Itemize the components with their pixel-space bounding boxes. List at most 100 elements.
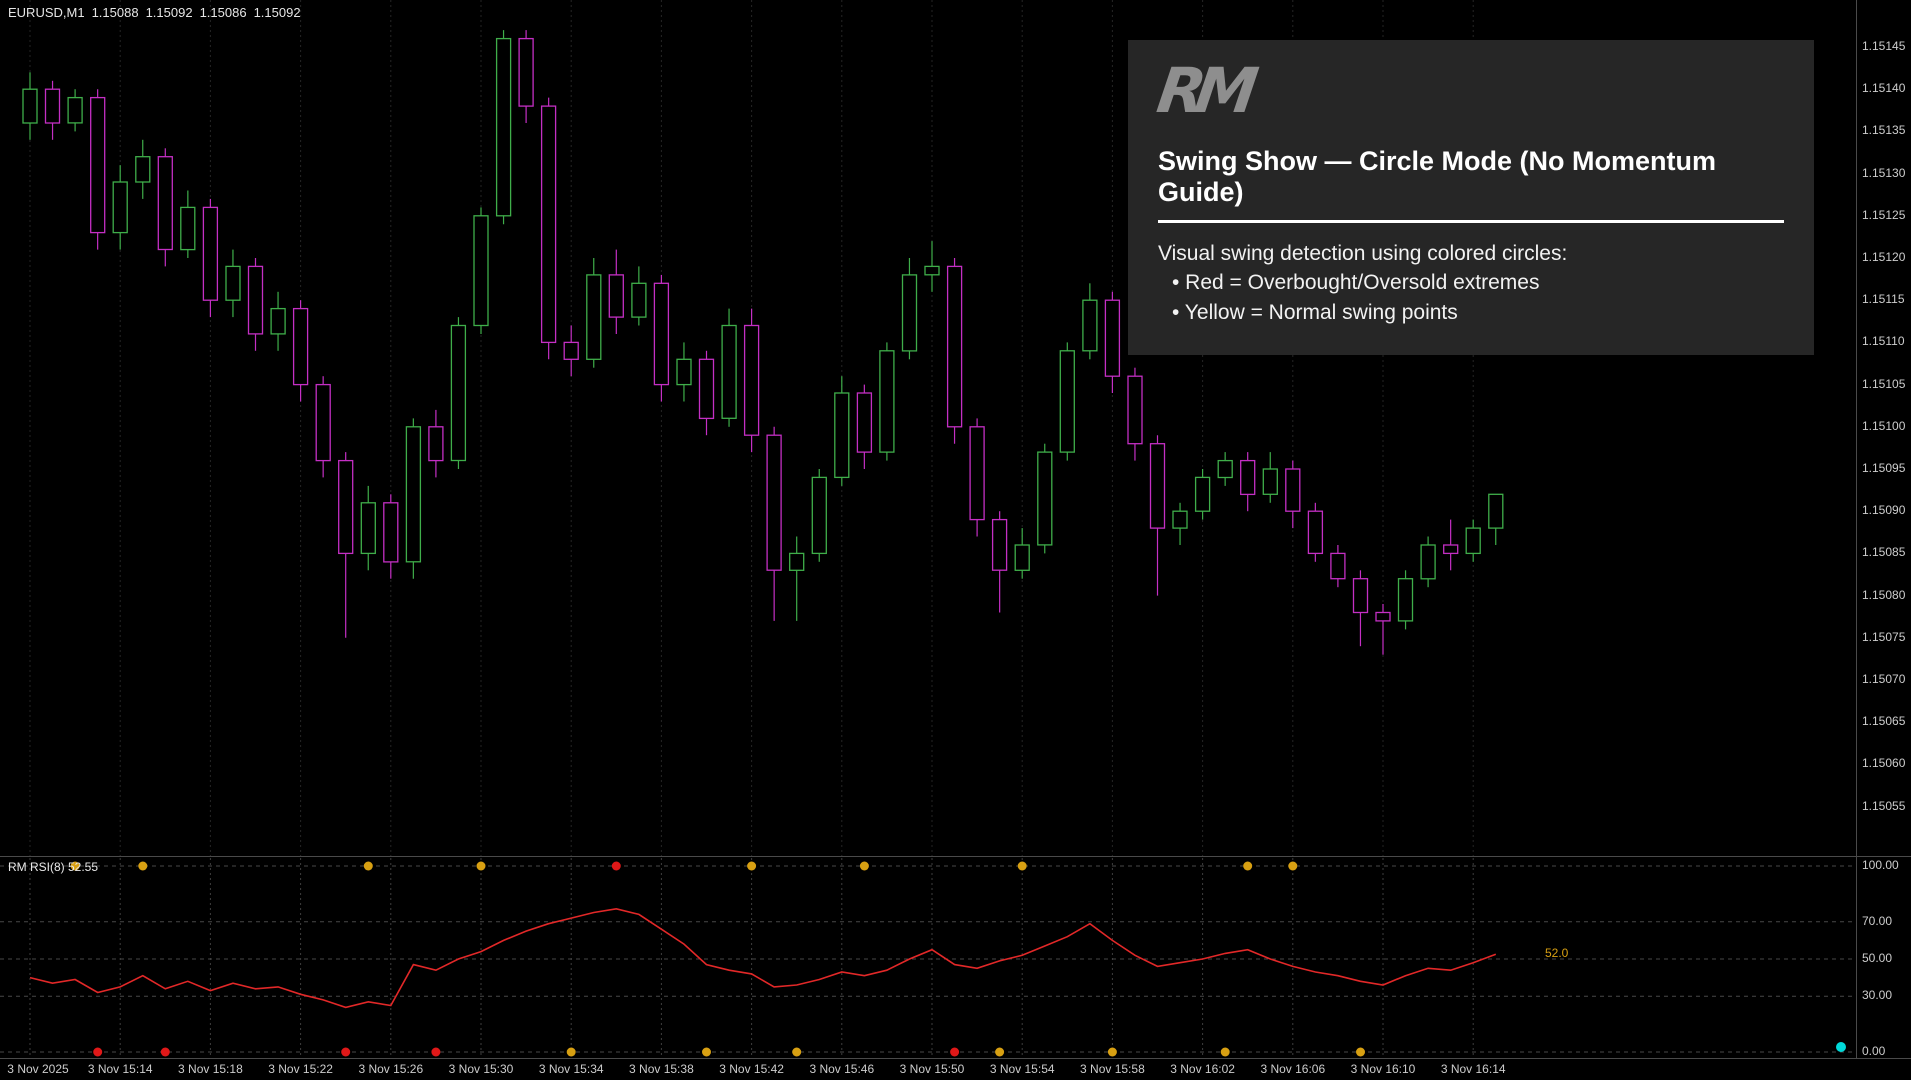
time-axis-label: 3 Nov 16:06 <box>1260 1062 1326 1076</box>
candle-body <box>1104 299 1121 377</box>
info-panel-body: Visual swing detection using colored cir… <box>1158 239 1784 327</box>
price-axis[interactable]: 1.15145 1.15140 1.15135 1.15130 1.15125 1.151… <box>1862 0 1910 1058</box>
swing-low-dot-red <box>431 1047 441 1057</box>
candle-body <box>90 96 106 234</box>
price-axis-label: 1.15055 <box>1862 798 1906 813</box>
candle-body <box>1488 493 1504 529</box>
candle-body <box>495 37 512 217</box>
price-axis-label: 1.15085 <box>1862 545 1906 560</box>
candle-body <box>1217 459 1233 479</box>
rsi-level-label: 70.00 <box>1862 913 1893 928</box>
rsi-level-label: 100.00 <box>1862 858 1899 872</box>
swing-high-dot-yellow <box>859 861 869 871</box>
price-axis-label: 1.15070 <box>1862 672 1906 686</box>
high-value: 1.15092 <box>145 5 193 20</box>
time-axis-label: 3 Nov 15:30 <box>448 1062 514 1076</box>
grid-layer <box>0 0 1856 1056</box>
price-axis-label: 1.15120 <box>1862 250 1906 264</box>
price-axis-label: 1.15075 <box>1862 629 1906 644</box>
symbol-period-label: EURUSD,M1 <box>8 5 85 20</box>
candle-body <box>1375 611 1391 622</box>
candle-body <box>112 181 128 234</box>
price-axis-label: 1.15060 <box>1862 756 1906 771</box>
candle-body <box>991 518 1008 571</box>
candle-body <box>1420 544 1436 580</box>
price-axis-label: 1.15125 <box>1862 207 1906 222</box>
time-axis-label: 3 Nov 15:14 <box>87 1062 153 1076</box>
swing-low-dot-red <box>341 1047 351 1057</box>
swing-high-dot-yellow <box>138 861 148 871</box>
swing-low-dot-yellow <box>1356 1047 1365 1057</box>
candle-body <box>631 282 647 318</box>
swing-high-dot-yellow <box>1017 861 1027 871</box>
candle-body <box>1149 443 1166 529</box>
candle-body <box>721 324 737 419</box>
candle-body <box>1465 527 1481 555</box>
price-axis-label: 1.15130 <box>1862 165 1906 180</box>
candle-body <box>1443 544 1459 555</box>
candle-body <box>1014 544 1030 571</box>
time-axis-label: 3 Nov 15:50 <box>899 1062 965 1076</box>
candle-body <box>67 96 83 124</box>
info-panel: RM Swing Show — Circle Mode (No Momentum… <box>1128 40 1814 356</box>
candle-body <box>743 324 760 436</box>
candle-body <box>676 358 692 386</box>
candle-body <box>586 274 602 360</box>
candles-layer <box>22 30 1504 655</box>
price-axis-label: 1.15115 <box>1862 292 1905 307</box>
candle-body <box>473 215 489 327</box>
rm-logo: RM <box>1152 54 1253 127</box>
candle-body <box>157 156 173 251</box>
candle-body <box>1172 510 1188 529</box>
time-axis-label: 3 Nov 2025 <box>7 1062 69 1076</box>
candle-body <box>1194 476 1211 512</box>
time-axis-label: 3 Nov 15:46 <box>809 1062 875 1076</box>
candle-body <box>1262 468 1278 495</box>
rsi-line <box>29 907 1497 1009</box>
candle-body <box>789 552 805 571</box>
open-value: 1.15088 <box>91 5 139 20</box>
candle-body <box>834 392 850 479</box>
rsi-current-value-label: 52.0 <box>1545 946 1569 961</box>
time-axis-label: 3 Nov 16:02 <box>1170 1062 1235 1076</box>
rsi-level-label: 50.00 <box>1862 951 1893 965</box>
price-axis-label: 1.15090 <box>1862 503 1906 518</box>
rsi-indicator-label: RM RSI(8) 52.55 <box>8 860 99 874</box>
time-axis-label: 3 Nov 15:34 <box>538 1062 604 1076</box>
info-line-intro: Visual swing detection using colored cir… <box>1158 242 1568 265</box>
time-axis[interactable]: 3 Nov 2025 3 Nov 15:14 3 Nov 15:18 3 Nov 15… <box>0 1060 1856 1080</box>
candle-body <box>969 426 985 521</box>
candle-body <box>428 426 444 462</box>
candle-body <box>383 502 399 563</box>
swing-low-dot-yellow <box>792 1047 802 1057</box>
swing-low-dot-yellow <box>1220 1047 1230 1057</box>
close-value: 1.15092 <box>253 5 301 20</box>
price-axis-label: 1.15105 <box>1862 376 1906 391</box>
candle-body <box>315 383 331 462</box>
candle-body <box>225 265 241 301</box>
swing-low-dot-yellow <box>1107 1047 1117 1057</box>
candle-body <box>1352 578 1369 614</box>
candle-body <box>247 265 264 335</box>
candle-body <box>44 88 61 124</box>
candle-body <box>608 274 624 318</box>
price-axis-label: 1.15140 <box>1862 81 1906 96</box>
candle-body <box>135 156 151 183</box>
candle-body <box>563 341 579 360</box>
candle-body <box>766 434 782 571</box>
info-line-red-bullet: • Red = Overbought/Oversold extremes <box>1172 271 1540 295</box>
candle-body <box>698 358 715 420</box>
candle-body <box>856 392 873 453</box>
swing-high-dot-yellow <box>1288 861 1298 871</box>
swing-low-dot-yellow <box>566 1047 576 1057</box>
swing-high-dot-yellow <box>1243 861 1253 871</box>
candle-body <box>518 37 534 107</box>
candle-body <box>202 206 219 301</box>
candle-body <box>1240 459 1256 496</box>
price-axis-label: 1.15110 <box>1862 334 1905 349</box>
candle-body <box>1285 468 1301 512</box>
swing-high-dot-yellow <box>70 861 80 871</box>
time-axis-label: 3 Nov 16:14 <box>1440 1062 1506 1076</box>
